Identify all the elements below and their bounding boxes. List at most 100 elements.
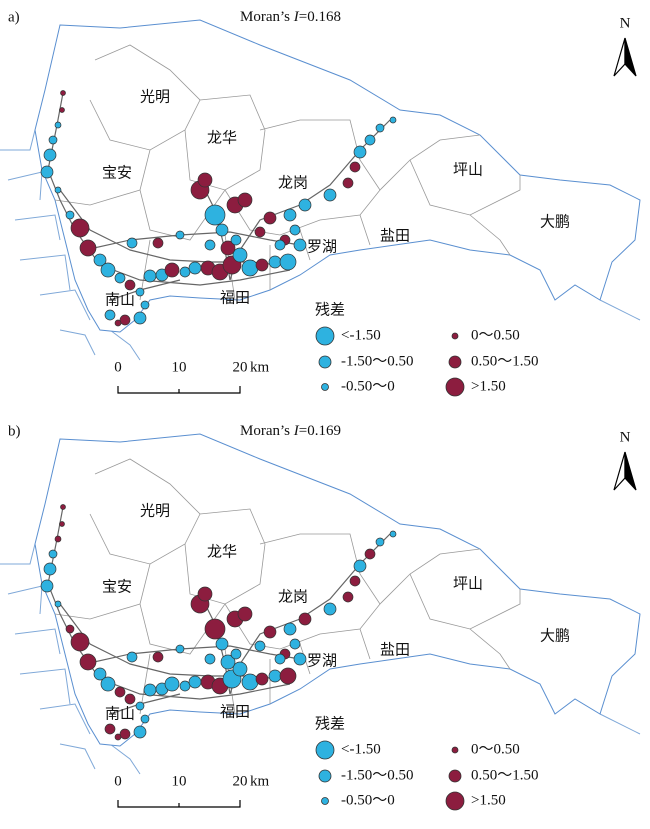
district-boundary (139, 563, 226, 655)
station-residual (237, 192, 253, 208)
legend-label: <-1.50 (341, 741, 381, 757)
moran-symbol: I (293, 9, 300, 25)
panel-label: a) (8, 9, 20, 25)
station-residual (279, 253, 297, 271)
station-residual (93, 253, 107, 267)
station-residual (59, 107, 65, 113)
legend-symbol (315, 740, 335, 760)
station-residual (237, 606, 253, 622)
station-residual (364, 134, 376, 146)
legend-title: 残差 (315, 715, 345, 733)
station-residual (70, 632, 90, 652)
station-residual (40, 165, 54, 179)
station-residual (100, 262, 116, 278)
scale-tick: 10 (172, 359, 187, 375)
legend-symbol (451, 746, 459, 754)
station-residual (40, 579, 54, 593)
station-residual (279, 667, 297, 685)
station-residual (232, 247, 248, 263)
station-residual (241, 673, 259, 691)
station-residual (114, 686, 126, 698)
station-residual (283, 208, 297, 222)
station-residual (119, 728, 131, 740)
district-boundary (184, 94, 266, 191)
district-name: 罗湖 (307, 652, 337, 670)
station-residual (230, 234, 242, 246)
district-name: 盐田 (380, 641, 410, 659)
district-name: 罗湖 (307, 238, 337, 256)
scale-unit: km (250, 359, 270, 375)
station-residual (152, 651, 164, 663)
legend-label: -1.50～0.50 (341, 353, 414, 369)
station-residual (197, 172, 213, 188)
district-name: 龙岗 (278, 588, 308, 606)
north-arrow (624, 451, 637, 491)
metro-line (84, 645, 301, 665)
district-name: 南山 (105, 705, 135, 723)
station-residual (349, 575, 361, 587)
station-residual (114, 319, 122, 327)
legend-label: <-1.50 (341, 327, 381, 343)
station-residual (353, 559, 367, 573)
station-residual (298, 612, 312, 626)
scale-bar (117, 386, 241, 394)
station-residual (289, 224, 301, 236)
station-residual (164, 676, 180, 692)
station-residual (215, 637, 229, 651)
station-residual (104, 309, 116, 321)
legend-label: -0.50～0 (341, 378, 395, 394)
station-residual (48, 135, 58, 145)
district-name: 宝安 (102, 164, 132, 182)
north-arrow (613, 451, 626, 491)
legend-symbol (321, 797, 329, 805)
station-residual (204, 618, 226, 640)
station-residual (124, 279, 136, 291)
station-residual (255, 258, 269, 272)
district-boundary (54, 189, 141, 206)
moran-prefix: Moran’s (240, 423, 294, 439)
station-residual (375, 123, 385, 133)
legend-symbol (451, 332, 459, 340)
north-label: N (620, 15, 631, 31)
legend-label: -0.50～0 (341, 792, 395, 808)
station-residual (204, 239, 216, 251)
district-name: 大鹏 (540, 627, 570, 645)
station-residual (254, 640, 266, 652)
moran-prefix: Moran’s (240, 9, 294, 25)
legend-label: >1.50 (471, 792, 506, 808)
station-residual (114, 272, 126, 284)
district-name: 南山 (105, 291, 135, 309)
scale-tick: 0 (114, 773, 122, 789)
station-residual (268, 669, 282, 683)
north-arrow (613, 37, 626, 77)
station-residual (293, 238, 307, 252)
district-name: 大鹏 (540, 213, 570, 231)
north-arrow (624, 37, 637, 77)
district-boundary (184, 508, 266, 605)
station-residual (119, 314, 131, 326)
moran-index: Moran’s I=0.168 (240, 9, 341, 25)
station-residual (353, 145, 367, 159)
legend-label: 0.50～1.50 (471, 767, 539, 783)
station-residual (298, 198, 312, 212)
station-residual (342, 591, 354, 603)
station-residual (175, 644, 185, 654)
station-residual (70, 218, 90, 238)
station-residual (54, 535, 62, 543)
legend-symbol (315, 326, 335, 346)
station-residual (204, 204, 226, 226)
station-residual (65, 210, 75, 220)
station-residual (135, 701, 145, 711)
station-residual (143, 269, 157, 283)
station-residual (293, 652, 307, 666)
district-boundary (89, 44, 201, 151)
station-residual (268, 255, 282, 269)
station-residual (220, 240, 236, 256)
district-name: 宝安 (102, 578, 132, 596)
legend-symbol (445, 377, 465, 397)
station-residual (323, 602, 337, 616)
station-residual (349, 161, 361, 173)
station-residual (274, 239, 286, 251)
station-residual (389, 530, 397, 538)
